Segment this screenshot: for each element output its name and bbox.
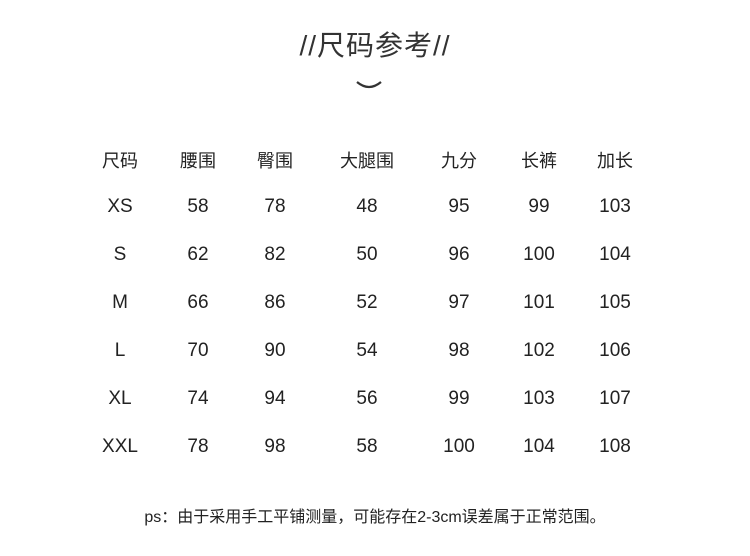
column-header: 尺码 [102,151,138,171]
table-cell: 96 [448,244,470,265]
table-cell: 54 [356,340,378,361]
column-header: 加长 [597,151,633,171]
table-cell: 107 [599,388,631,409]
table-cell: 94 [264,388,286,409]
table-cell: 52 [356,292,378,313]
table-cell: 50 [356,244,378,265]
table-cell: 104 [599,244,631,265]
table-cell: 86 [264,292,286,313]
table-cell: 62 [187,244,209,265]
table-cell: 101 [523,292,555,313]
column-header: 长裤 [521,151,557,171]
column-header: 腰围 [180,151,216,171]
page-title: //尺码参考// [299,30,451,61]
table-cell: 70 [187,340,209,361]
chevron-down-icon [356,81,382,89]
table-cell: 48 [356,196,378,217]
table-cell: XS [107,196,133,217]
column-header: 大腿围 [340,151,394,171]
table-cell: 103 [599,196,631,217]
table-cell: 106 [599,340,631,361]
table-cell: 98 [448,340,470,361]
table-cell: L [114,340,126,361]
table-cell: 103 [523,388,555,409]
table-cell: 66 [187,292,209,313]
table-cell: 105 [599,292,631,313]
table-cell: XL [108,388,132,409]
table-cell: 58 [187,196,209,217]
table-cell: 108 [599,436,631,457]
table-cell: S [113,244,127,265]
table-cell: M [112,292,128,313]
table-cell: 97 [448,292,470,313]
column-header: 九分 [441,151,477,171]
table-cell: 90 [264,340,286,361]
table-cell: 99 [448,388,470,409]
table-cell: 56 [356,388,378,409]
table-cell: 98 [264,436,286,457]
table-cell: 58 [356,436,378,457]
column-header: 臀围 [257,151,293,171]
table-cell: 99 [528,196,550,217]
table-cell: 102 [523,340,555,361]
table-cell: 95 [448,196,470,217]
table-cell: 78 [187,436,209,457]
table-cell: 100 [523,244,555,265]
table-cell: 104 [523,436,555,457]
table-cell: 74 [187,388,209,409]
table-cell: 82 [264,244,286,265]
table-cell: 78 [264,196,286,217]
measurement-note: ps：由于采用手工平铺测量，可能存在2-3cm误差属于正常范围。 [144,509,606,526]
table-cell: 100 [443,436,475,457]
table-cell: XXL [102,436,138,457]
